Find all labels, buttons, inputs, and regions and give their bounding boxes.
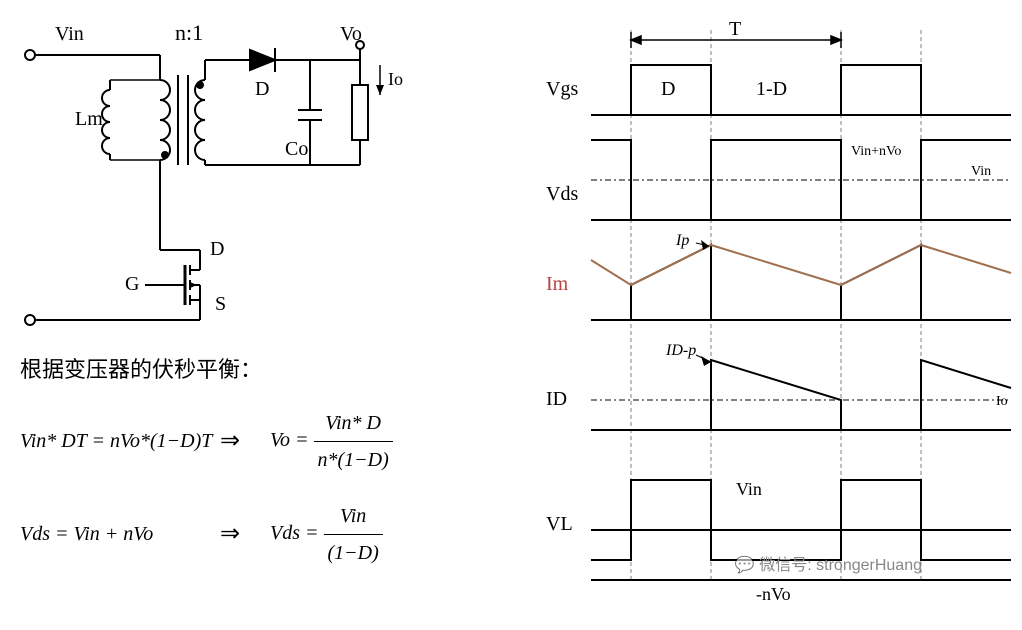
watermark-text: 💬 微信号: strongerHuang: [735, 551, 922, 575]
label-vl-nvo: -nVo: [756, 584, 791, 604]
label-source: S: [215, 293, 226, 315]
label-drain: D: [210, 238, 224, 260]
axis-id: ID: [546, 388, 567, 410]
label-diode: D: [255, 78, 269, 100]
label-io: Io: [388, 69, 403, 89]
eq2-lhs: Vds = Vin + nVo: [20, 516, 220, 552]
label-vo: Vo: [340, 23, 362, 45]
eq1-lhs: Vin* DT = nVo*(1−D)T: [20, 423, 220, 459]
eq-title: 根据变压器的伏秒平衡：: [20, 350, 393, 390]
axis-vl: VL: [546, 513, 573, 535]
label-vds-high: Vin+nVo: [851, 144, 901, 159]
label-vgs-1d: 1-D: [756, 78, 787, 100]
label-lm: Lm: [75, 108, 103, 130]
label-vds-vin: Vin: [971, 164, 991, 179]
label-co: Co: [285, 138, 308, 160]
label-vgs-d: D: [661, 78, 675, 100]
label-vin: Vin: [55, 23, 84, 45]
label-ip: Ip: [675, 232, 689, 249]
equations-block: 根据变压器的伏秒平衡： Vin* DT = nVo*(1−D)T ⇒ Vo = …: [20, 350, 393, 591]
axis-im: Im: [546, 273, 569, 295]
axis-vgs: Vgs: [546, 78, 578, 100]
label-ratio: n:1: [175, 20, 203, 45]
axis-vds: Vds: [546, 183, 578, 205]
label-io-ref: Io: [996, 394, 1008, 409]
label-vl-vin: Vin: [736, 479, 762, 499]
label-idp: ID-p: [665, 342, 696, 359]
implies-arrow: ⇒: [220, 513, 270, 556]
waveform-timing-diagram: T Vgs D 1-D Vds Vin+nVo Vin: [511, 0, 1022, 625]
implies-arrow: ⇒: [220, 420, 270, 463]
label-gate: G: [125, 273, 139, 295]
label-period: T: [729, 18, 741, 40]
flyback-circuit-diagram: Vin n:1 Vo Io Lm D Co D G S: [0, 0, 511, 340]
